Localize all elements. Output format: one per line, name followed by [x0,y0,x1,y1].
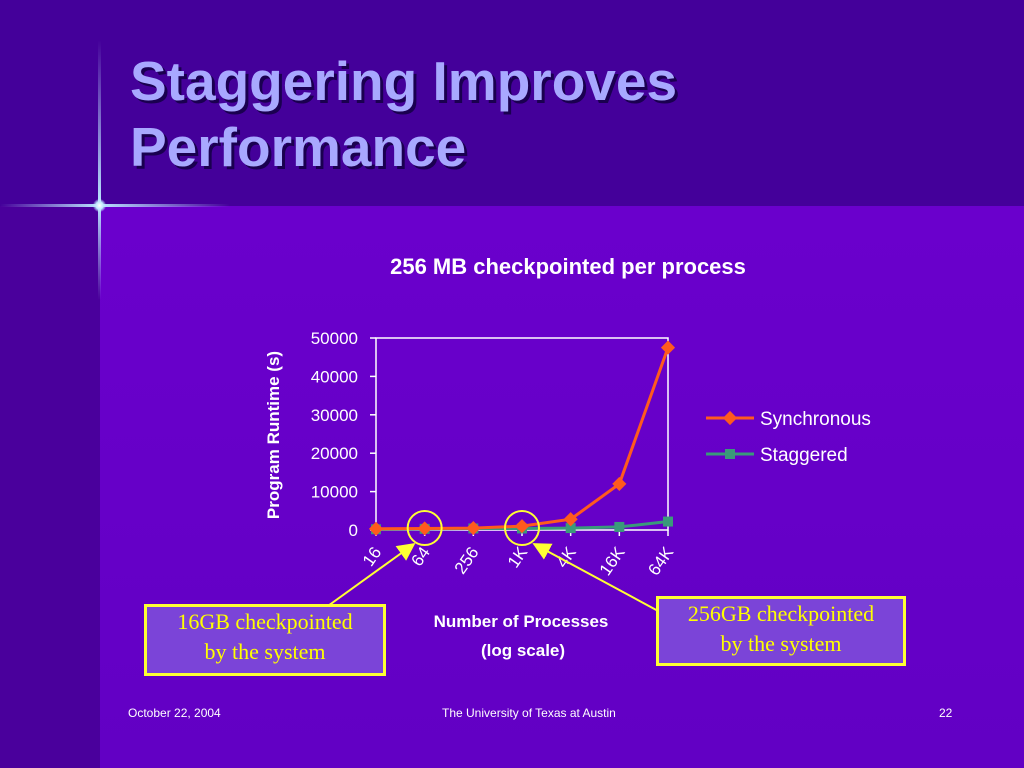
x-tick-label: 256 [451,543,483,577]
legend-synchronous-marker [722,410,738,426]
data-point-staggered [663,516,673,527]
data-point-synchronous [612,476,627,491]
y-tick-label: 50000 [311,329,358,348]
legend-staggered-label: Staggered [760,445,848,466]
footer-page-number: 22 [939,706,953,720]
footer-organization: The University of Texas at Austin [442,706,616,720]
y-tick-label: 10000 [311,483,358,502]
callout-16gb: 16GB checkpointed by the system [144,604,386,676]
plot-area-frame [375,337,669,531]
slide-title-line-2: Performance [130,116,467,178]
x-tick-label: 16 [359,543,385,569]
slide-title: Staggering Improves Performance [130,48,677,180]
data-point-staggered [614,521,625,532]
data-point-synchronous [660,340,676,355]
data-point-synchronous [417,521,432,536]
y-tick-label: 20000 [311,444,358,463]
y-axis-label: Program Runtime (s) [264,351,283,519]
series-layer [368,340,676,536]
legend: Synchronous Staggered [706,409,871,466]
highlight-layer [406,510,540,546]
data-point-synchronous [514,519,530,534]
highlight-circle [504,510,540,546]
data-point-synchronous [563,512,578,527]
series-line-synchronous [375,347,670,531]
y-axis-ticks: 0 10000 20000 30000 40000 50000 [311,329,376,540]
sparkle-horizontal-ray [0,204,230,207]
sparkle-star-icon [93,199,106,212]
callout-256gb-line-2: by the system [720,631,842,656]
legend-synchronous-label: Synchronous [760,409,871,430]
callout-16gb-line-1: 16GB checkpointed [177,609,353,634]
sparkle-vertical-ray [98,40,101,300]
x-axis-label-line-1: Number of Processes [434,612,609,631]
highlight-circle [406,510,443,546]
x-axis-ticks: 16 64 256 1K 4K 16K 64K [359,530,678,579]
y-tick-label: 0 [349,521,358,540]
data-point-synchronous [466,521,481,536]
x-axis-label-line-2: (log scale) [481,641,565,660]
x-tick-label: 64K [644,543,677,579]
y-tick-label: 40000 [311,367,358,386]
y-tick-label: 30000 [311,406,358,425]
x-tick-label: 64 [408,543,434,569]
x-tick-label: 16K [596,543,629,579]
data-point-synchronous [368,521,384,536]
legend-staggered-marker [725,449,735,459]
callout-256gb: 256GB checkpointed by the system [656,596,906,666]
footer-date: October 22, 2004 [128,706,221,720]
callout-arrow-256gb [532,543,661,613]
x-tick-label: 1K [504,543,532,571]
data-point-staggered [565,523,576,534]
callout-16gb-line-2: by the system [204,639,326,664]
callout-256gb-line-1: 256GB checkpointed [687,601,875,626]
title-background-band [0,0,1024,206]
slide-title-line-1: Staggering Improves [130,50,678,112]
chart-title: 256 MB checkpointed per process [390,254,746,279]
